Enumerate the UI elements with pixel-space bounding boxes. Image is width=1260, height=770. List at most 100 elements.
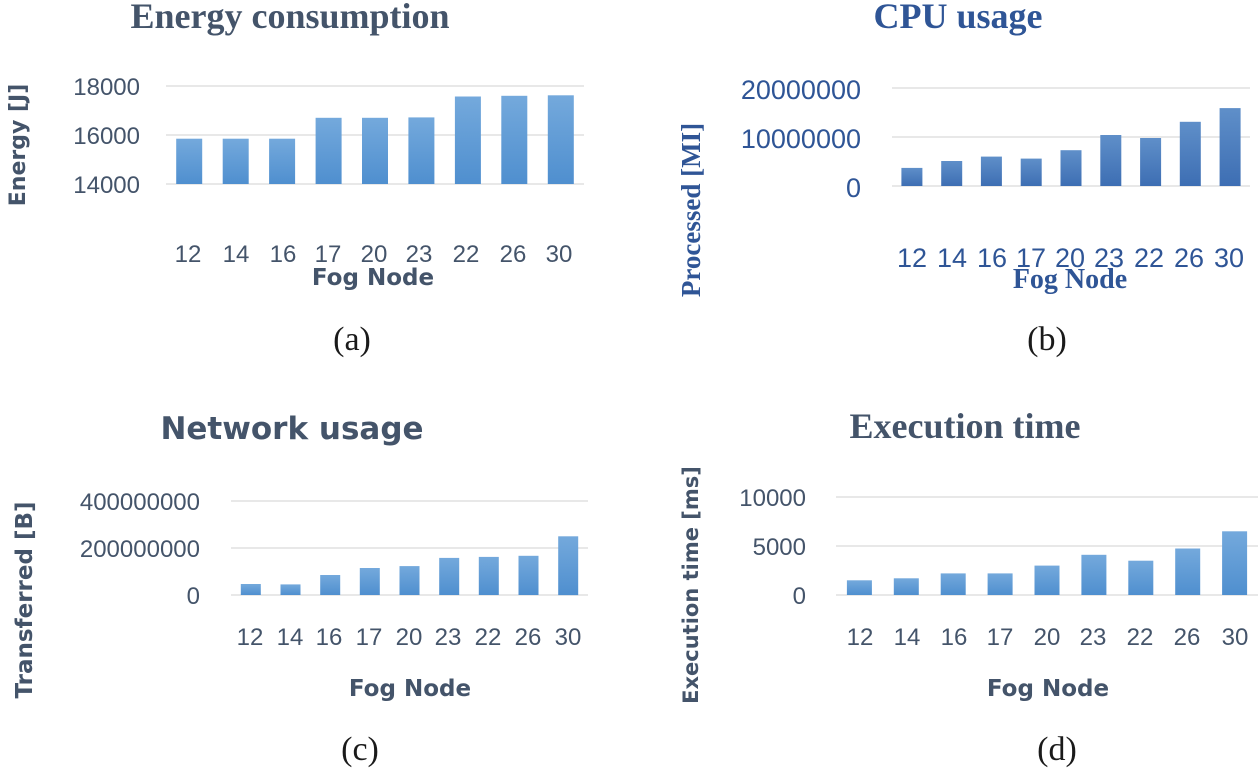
bars xyxy=(901,108,1241,186)
panel-caption: (b) xyxy=(1027,321,1067,358)
x-tick-label: 22 xyxy=(475,624,502,651)
bar-12 xyxy=(240,584,261,595)
bar-26 xyxy=(518,555,539,595)
chart-title: Energy consumption xyxy=(130,0,449,36)
y-tick-label: 0 xyxy=(846,173,861,203)
x-axis-label: Fog Node xyxy=(312,265,434,291)
x-ticks: 12 14 16 17 20 23 22 26 30 xyxy=(237,624,582,651)
bar-22 xyxy=(1140,138,1162,186)
x-ticks: 12 14 16 17 20 23 22 26 30 xyxy=(175,241,573,268)
bar-26 xyxy=(1179,121,1201,186)
panel-a: Energy consumption 14000 16000 18000 12 … xyxy=(6,0,584,358)
bar-14 xyxy=(280,584,301,595)
x-tick-label: 23 xyxy=(406,241,433,268)
bar-26 xyxy=(501,95,528,184)
panel-caption: (d) xyxy=(1037,731,1077,768)
y-tick-label: 18000 xyxy=(73,74,140,101)
bar-20 xyxy=(1060,150,1082,186)
bar-17 xyxy=(987,573,1013,595)
x-tick-label: 17 xyxy=(315,241,342,268)
bar-12 xyxy=(846,580,872,595)
panel-d: Execution time 0 5000 10000 12 14 16 17 … xyxy=(679,406,1258,768)
bar-14 xyxy=(941,161,963,186)
x-tick-label: 23 xyxy=(435,624,462,651)
bar-23 xyxy=(439,557,460,595)
y-tick-label: 0 xyxy=(793,583,806,610)
bar-30 xyxy=(547,95,574,184)
x-tick-label: 23 xyxy=(1080,624,1107,651)
bar-23 xyxy=(408,117,435,184)
x-tick-label: 30 xyxy=(1222,624,1249,651)
x-tick-label: 17 xyxy=(1016,243,1046,273)
x-ticks: 12 14 16 17 20 23 22 26 30 xyxy=(897,243,1244,273)
x-tick-label: 22 xyxy=(1134,243,1164,273)
bar-22 xyxy=(478,556,499,595)
x-tick-label: 20 xyxy=(361,241,388,268)
x-tick-label: 12 xyxy=(897,243,927,273)
panel-caption: (a) xyxy=(333,321,371,358)
x-tick-label: 20 xyxy=(1055,243,1085,273)
x-tick-label: 17 xyxy=(987,624,1014,651)
bar-26 xyxy=(1175,548,1201,595)
x-tick-label: 26 xyxy=(1174,624,1201,651)
bar-12 xyxy=(176,138,203,184)
y-tick-label: 0 xyxy=(187,583,200,610)
x-tick-label: 30 xyxy=(546,241,573,268)
y-tick-label: 200000000 xyxy=(80,536,200,563)
y-axis-label: Processed [MI] xyxy=(676,123,706,297)
y-tick-label: 10000 xyxy=(739,485,806,512)
panel-c: Network usage 0 200000000 400000000 12 1… xyxy=(12,411,588,768)
x-tick-label: 20 xyxy=(396,624,423,651)
x-tick-label: 20 xyxy=(1034,624,1061,651)
x-ticks: 12 14 16 17 20 23 22 26 30 xyxy=(847,624,1249,651)
panel-b: CPU usage 0 10000000 20000000 12 14 16 1… xyxy=(676,0,1250,358)
bar-23 xyxy=(1100,135,1122,186)
y-tick-label: 400000000 xyxy=(80,489,200,516)
y-tick-label: 16000 xyxy=(73,123,140,150)
y-tick-label: 14000 xyxy=(73,172,140,199)
bar-17 xyxy=(359,568,380,595)
x-tick-label: 22 xyxy=(453,241,480,268)
y-axis-label: Energy [J] xyxy=(6,84,31,207)
bar-22 xyxy=(1128,560,1154,595)
x-tick-label: 22 xyxy=(1127,624,1154,651)
y-axis-label: Transferred [B] xyxy=(12,501,38,698)
y-ticks: 0 10000000 20000000 xyxy=(741,75,861,203)
bar-30 xyxy=(1222,531,1248,595)
y-tick-label: 5000 xyxy=(753,534,806,561)
x-tick-label: 14 xyxy=(277,624,304,651)
bar-20 xyxy=(1034,565,1060,595)
x-tick-label: 14 xyxy=(223,241,250,268)
x-axis-label: Fog Node xyxy=(987,676,1109,702)
x-tick-label: 14 xyxy=(894,624,921,651)
x-tick-label: 16 xyxy=(977,243,1007,273)
bar-16 xyxy=(980,156,1002,186)
x-tick-label: 12 xyxy=(847,624,874,651)
y-axis-label: Execution time [ms] xyxy=(679,466,703,704)
x-axis-label: Fog Node xyxy=(349,676,471,702)
bar-20 xyxy=(399,566,420,595)
bar-12 xyxy=(901,167,923,186)
chart-title: CPU usage xyxy=(874,0,1043,36)
x-axis-label: Fog Node xyxy=(1013,264,1127,295)
x-tick-label: 12 xyxy=(175,241,202,268)
bars xyxy=(240,536,579,596)
bar-23 xyxy=(1081,554,1107,595)
bar-16 xyxy=(320,575,341,595)
x-tick-label: 14 xyxy=(937,243,967,273)
x-tick-label: 23 xyxy=(1094,243,1124,273)
bar-22 xyxy=(454,96,481,184)
x-tick-label: 30 xyxy=(555,624,582,651)
x-tick-label: 26 xyxy=(515,624,542,651)
bar-14 xyxy=(222,138,249,184)
bar-16 xyxy=(940,573,966,595)
chart-title: Execution time xyxy=(850,406,1081,446)
bar-30 xyxy=(1219,108,1241,186)
x-tick-label: 16 xyxy=(270,241,297,268)
x-tick-label: 30 xyxy=(1214,243,1244,273)
bars xyxy=(846,531,1248,595)
bar-17 xyxy=(1020,158,1042,186)
bar-20 xyxy=(362,117,388,184)
y-ticks: 0 5000 10000 xyxy=(739,485,806,610)
bar-30 xyxy=(558,536,579,596)
